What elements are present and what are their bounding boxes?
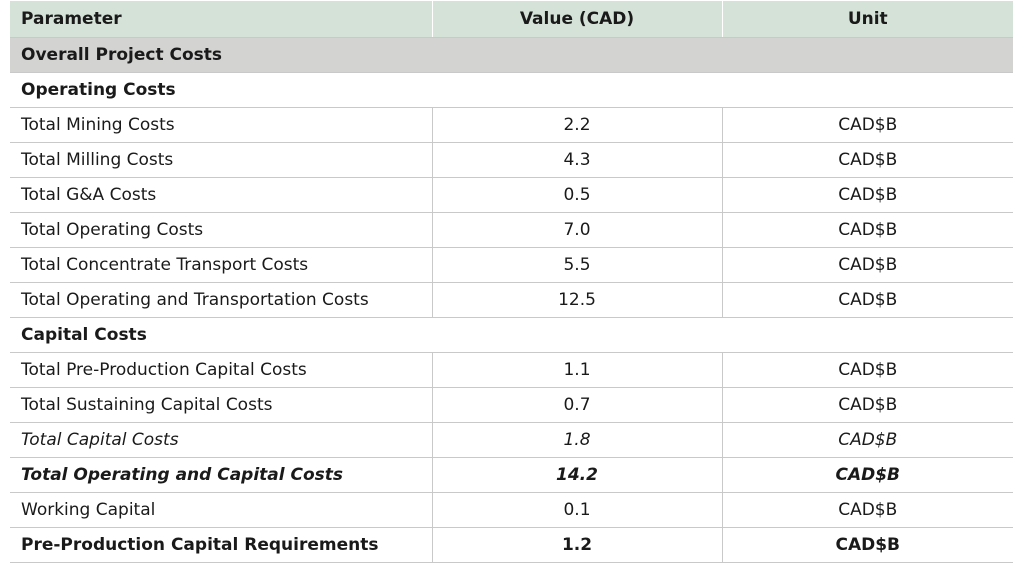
param-cell: Total Operating and Transportation Costs xyxy=(10,282,433,318)
unit-cell: CAD$B xyxy=(722,492,1013,528)
param-cell: Total Concentrate Transport Costs xyxy=(10,247,433,283)
header-value: Value (CAD) xyxy=(432,1,723,38)
unit-cell: CAD$B xyxy=(722,282,1013,318)
cost-table-container: Parameter Value (CAD) Unit Overall Proje… xyxy=(10,1,1013,563)
value-cell: 0.1 xyxy=(432,492,723,528)
table-row: Total Operating Costs 7.0 CAD$B xyxy=(10,212,1013,248)
subsection-title: Capital Costs xyxy=(10,317,1013,353)
unit-cell: CAD$B xyxy=(722,527,1013,563)
table-row: Total Operating and Transportation Costs… xyxy=(10,282,1013,318)
param-cell: Total Capital Costs xyxy=(10,422,433,458)
value-cell: 7.0 xyxy=(432,212,723,248)
table-body: Overall Project Costs Operating Costs To… xyxy=(10,37,1013,563)
param-cell: Total Mining Costs xyxy=(10,107,433,143)
value-cell: 1.8 xyxy=(432,422,723,458)
value-cell: 0.7 xyxy=(432,387,723,423)
table-row-total: Total Operating and Capital Costs 14.2 C… xyxy=(10,457,1013,493)
param-cell: Total Milling Costs xyxy=(10,142,433,178)
header-row: Parameter Value (CAD) Unit xyxy=(10,1,1013,38)
param-cell: Total Pre-Production Capital Costs xyxy=(10,352,433,388)
project-costs-table: Parameter Value (CAD) Unit Overall Proje… xyxy=(10,1,1013,563)
table-row: Total G&A Costs 0.5 CAD$B xyxy=(10,177,1013,213)
value-cell: 1.2 xyxy=(432,527,723,563)
value-cell: 2.2 xyxy=(432,107,723,143)
unit-cell: CAD$B xyxy=(722,107,1013,143)
unit-cell: CAD$B xyxy=(722,457,1013,493)
value-cell: 5.5 xyxy=(432,247,723,283)
value-cell: 14.2 xyxy=(432,457,723,493)
table-row: Working Capital 0.1 CAD$B xyxy=(10,492,1013,528)
param-cell: Total Operating Costs xyxy=(10,212,433,248)
section-title: Overall Project Costs xyxy=(10,37,1013,73)
subsection-title: Operating Costs xyxy=(10,72,1013,108)
table-row: Total Sustaining Capital Costs 0.7 CAD$B xyxy=(10,387,1013,423)
table-row: Total Concentrate Transport Costs 5.5 CA… xyxy=(10,247,1013,283)
value-cell: 4.3 xyxy=(432,142,723,178)
unit-cell: CAD$B xyxy=(722,387,1013,423)
header-unit: Unit xyxy=(722,1,1013,38)
subsection-row-operating: Operating Costs xyxy=(10,72,1013,108)
param-cell: Pre-Production Capital Requirements xyxy=(10,527,433,563)
unit-cell: CAD$B xyxy=(722,142,1013,178)
header-parameter: Parameter xyxy=(10,1,433,38)
table-row-subtotal: Total Capital Costs 1.8 CAD$B xyxy=(10,422,1013,458)
table-row: Total Pre-Production Capital Costs 1.1 C… xyxy=(10,352,1013,388)
table-row: Total Mining Costs 2.2 CAD$B xyxy=(10,107,1013,143)
value-cell: 12.5 xyxy=(432,282,723,318)
value-cell: 0.5 xyxy=(432,177,723,213)
table-header: Parameter Value (CAD) Unit xyxy=(10,1,1013,38)
unit-cell: CAD$B xyxy=(722,352,1013,388)
unit-cell: CAD$B xyxy=(722,212,1013,248)
param-cell: Working Capital xyxy=(10,492,433,528)
table-row: Total Milling Costs 4.3 CAD$B xyxy=(10,142,1013,178)
table-row-requirements: Pre-Production Capital Requirements 1.2 … xyxy=(10,527,1013,563)
unit-cell: CAD$B xyxy=(722,177,1013,213)
unit-cell: CAD$B xyxy=(722,247,1013,283)
param-cell: Total Sustaining Capital Costs xyxy=(10,387,433,423)
value-cell: 1.1 xyxy=(432,352,723,388)
unit-cell: CAD$B xyxy=(722,422,1013,458)
section-row-overall: Overall Project Costs xyxy=(10,37,1013,73)
param-cell: Total Operating and Capital Costs xyxy=(10,457,433,493)
subsection-row-capital: Capital Costs xyxy=(10,317,1013,353)
param-cell: Total G&A Costs xyxy=(10,177,433,213)
